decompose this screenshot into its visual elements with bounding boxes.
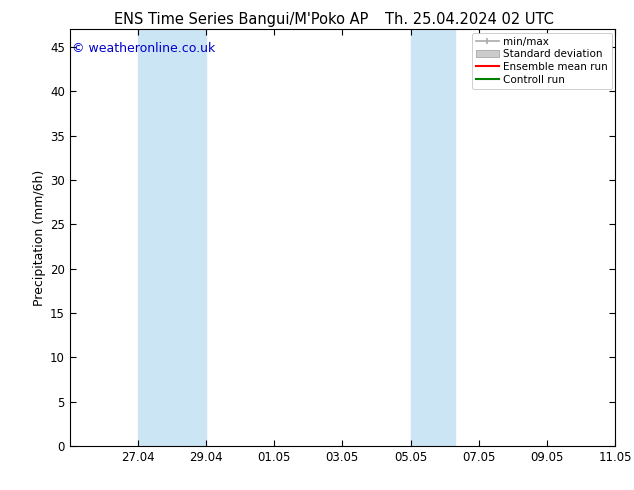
Legend: min/max, Standard deviation, Ensemble mean run, Controll run: min/max, Standard deviation, Ensemble me… <box>472 32 612 89</box>
Text: ENS Time Series Bangui/M'Poko AP: ENS Time Series Bangui/M'Poko AP <box>113 12 368 27</box>
Bar <box>411 29 455 446</box>
Text: © weatheronline.co.uk: © weatheronline.co.uk <box>72 42 216 55</box>
Text: Th. 25.04.2024 02 UTC: Th. 25.04.2024 02 UTC <box>385 12 553 27</box>
Bar <box>138 29 206 446</box>
Y-axis label: Precipitation (mm/6h): Precipitation (mm/6h) <box>33 170 46 306</box>
